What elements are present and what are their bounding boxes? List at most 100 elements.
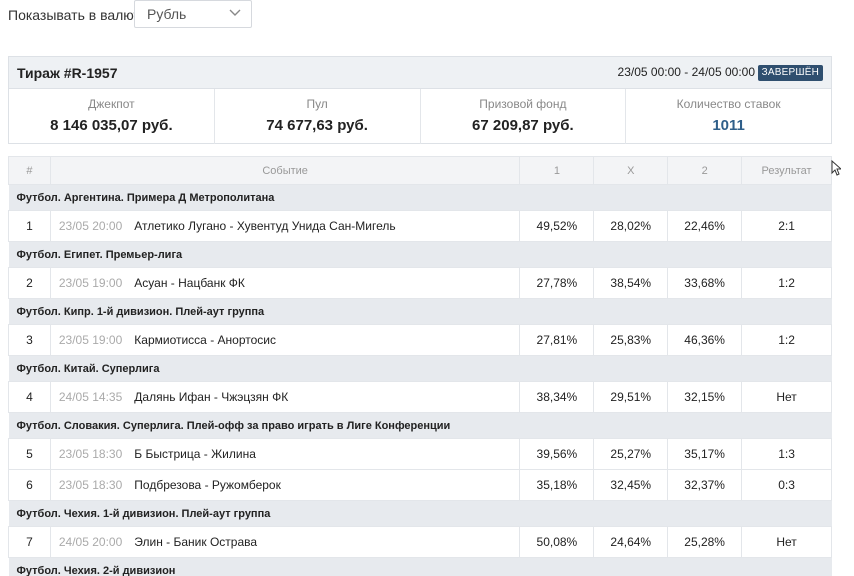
stat-label: Призовой фонд bbox=[479, 97, 567, 111]
prob-1: 49,52% bbox=[519, 210, 595, 242]
table-row: 6 23/05 18:30 Подбрезова - Ружомберок 35,18… bbox=[8, 469, 832, 501]
currency-select[interactable]: Рубль bbox=[134, 0, 252, 28]
group-title: Футбол. Китай. Суперлига bbox=[8, 355, 832, 382]
events-table: # Событие 1 X 2 Результат Футбол. Аргент… bbox=[8, 156, 832, 576]
prob-2: 22,46% bbox=[667, 210, 743, 242]
event-result: Нет bbox=[741, 526, 832, 558]
prob-x: 29,51% bbox=[593, 381, 669, 413]
event-cell: 24/05 20:00 Элин - Баник Острава bbox=[49, 526, 521, 558]
prob-2: 32,37% bbox=[667, 469, 743, 501]
events-body: Футбол. Аргентина. Примера Д Метрополита… bbox=[8, 184, 832, 576]
stat-label: Пул bbox=[306, 97, 328, 111]
prob-1: 27,81% bbox=[519, 324, 595, 356]
prob-2: 46,36% bbox=[667, 324, 743, 356]
prob-x: 24,64% bbox=[593, 526, 669, 558]
table-row: 4 24/05 14:35 Далянь Ифан - Чжэцзян ФК 38,3… bbox=[8, 381, 832, 413]
group-title: Футбол. Египет. Премьер-лига bbox=[8, 241, 832, 268]
event-time: 23/05 19:00 bbox=[58, 276, 123, 290]
event-name: Далянь Ифан - Чжэцзян ФК bbox=[134, 390, 289, 404]
col-2-header: 2 bbox=[667, 156, 743, 185]
status-badge: ЗАВЕРШЁН bbox=[757, 65, 823, 81]
event-time: 24/05 20:00 bbox=[58, 535, 123, 549]
mouse-cursor-icon bbox=[831, 160, 841, 176]
col-event-header: Событие bbox=[49, 156, 521, 185]
stat-label: Количество ставок bbox=[676, 97, 781, 111]
event-time: 23/05 19:00 bbox=[58, 333, 123, 347]
prob-1: 38,34% bbox=[519, 381, 595, 413]
event-num: 1 bbox=[8, 210, 51, 242]
event-name: Элин - Баник Острава bbox=[134, 535, 258, 549]
table-row: 2 23/05 19:00 Асуан - Нацбанк ФК 27,78% 38,5… bbox=[8, 267, 832, 299]
prob-x: 25,27% bbox=[593, 438, 669, 470]
col-1-header: 1 bbox=[519, 156, 595, 185]
currency-label: Показывать в валюте bbox=[8, 7, 148, 23]
prob-1: 27,78% bbox=[519, 267, 595, 299]
prob-1: 50,08% bbox=[519, 526, 595, 558]
event-time: 23/05 18:30 bbox=[58, 447, 123, 461]
event-cell: 23/05 19:00 Асуан - Нацбанк ФК bbox=[49, 267, 521, 299]
event-num: 6 bbox=[8, 469, 51, 501]
stat-value: 67 209,87 руб. bbox=[472, 117, 574, 134]
prob-1: 35,18% bbox=[519, 469, 595, 501]
event-num: 4 bbox=[8, 381, 51, 413]
prob-2: 25,28% bbox=[667, 526, 743, 558]
event-cell: 23/05 19:00 Кармиотисса - Анортосис bbox=[49, 324, 521, 356]
group-row: Футбол. Китай. Суперлига bbox=[8, 355, 832, 382]
draw-title: Тираж #R-1957 bbox=[17, 64, 118, 81]
event-result: 1:2 bbox=[741, 324, 832, 356]
prob-2: 32,15% bbox=[667, 381, 743, 413]
group-row: Футбол. Кипр. 1-й дивизион. Плей-аут гру… bbox=[8, 298, 832, 325]
prob-2: 33,68% bbox=[667, 267, 743, 299]
event-cell: 23/05 18:30 Б Быстрица - Жилина bbox=[49, 438, 521, 470]
currency-selected-value: Рубль bbox=[147, 6, 187, 22]
event-result: 2:1 bbox=[741, 210, 832, 242]
group-row: Футбол. Чехия. 1-й дивизион. Плей-аут гр… bbox=[8, 500, 832, 527]
prob-x: 32,45% bbox=[593, 469, 669, 501]
group-row: Футбол. Чехия. 2-й дивизион bbox=[8, 557, 832, 576]
prob-1: 39,56% bbox=[519, 438, 595, 470]
event-result: Нет bbox=[741, 381, 832, 413]
group-title: Футбол. Аргентина. Примера Д Метрополита… bbox=[8, 184, 832, 211]
prob-x: 38,54% bbox=[593, 267, 669, 299]
event-result: 1:3 bbox=[741, 438, 832, 470]
draw-stats: Джекпот 8 146 035,07 руб. Пул 74 677,63 … bbox=[9, 89, 831, 144]
group-title: Футбол. Чехия. 1-й дивизион. Плей-аут гр… bbox=[8, 500, 832, 527]
table-row: 1 23/05 20:00 Атлетико Лугано - Хувентуд У… bbox=[8, 210, 832, 242]
col-result-header: Результат bbox=[741, 156, 832, 185]
event-name: Кармиотисса - Анортосис bbox=[134, 333, 276, 347]
draw-card: Тираж #R-1957 23/05 00:00 - 24/05 00:00 … bbox=[8, 56, 832, 144]
event-name: Подбрезова - Ружомберок bbox=[134, 478, 281, 492]
prob-x: 25,83% bbox=[593, 324, 669, 356]
event-cell: 24/05 14:35 Далянь Ифан - Чжэцзян ФК bbox=[49, 381, 521, 413]
stat-prize-fund: Призовой фонд 67 209,87 руб. bbox=[421, 89, 627, 144]
table-row: 5 23/05 18:30 Б Быстрица - Жилина 39,56% 25,… bbox=[8, 438, 832, 470]
stat-label: Джекпот bbox=[88, 97, 135, 111]
draw-dates: 23/05 00:00 - 24/05 00:00 bbox=[617, 65, 755, 79]
group-title: Футбол. Словакия. Суперлига. Плей-офф за… bbox=[8, 412, 832, 439]
event-cell: 23/05 18:30 Подбрезова - Ружомберок bbox=[49, 469, 521, 501]
prob-2: 35,17% bbox=[667, 438, 743, 470]
table-header-row: # Событие 1 X 2 Результат bbox=[8, 156, 832, 185]
chevron-down-icon bbox=[229, 9, 241, 16]
group-title: Футбол. Чехия. 2-й дивизион bbox=[8, 557, 832, 576]
table-row: 7 24/05 20:00 Элин - Баник Острава 50,08% 24… bbox=[8, 526, 832, 558]
event-name: Асуан - Нацбанк ФК bbox=[134, 276, 245, 290]
stat-bet-count: Количество ставок 1011 bbox=[626, 89, 831, 144]
stat-value: 1011 bbox=[712, 117, 745, 134]
event-result: 1:2 bbox=[741, 267, 832, 299]
draw-header: Тираж #R-1957 23/05 00:00 - 24/05 00:00 … bbox=[9, 57, 831, 89]
event-num: 5 bbox=[8, 438, 51, 470]
event-time: 23/05 18:30 bbox=[58, 478, 123, 492]
col-x-header: X bbox=[593, 156, 669, 185]
stat-pool: Пул 74 677,63 руб. bbox=[215, 89, 421, 144]
stat-value: 8 146 035,07 руб. bbox=[50, 117, 173, 134]
prob-x: 28,02% bbox=[593, 210, 669, 242]
event-name: Атлетико Лугано - Хувентуд Унида Сан-Миг… bbox=[134, 219, 396, 233]
event-num: 7 bbox=[8, 526, 51, 558]
stat-value: 74 677,63 руб. bbox=[266, 117, 368, 134]
event-name: Б Быстрица - Жилина bbox=[134, 447, 256, 461]
event-time: 24/05 14:35 bbox=[58, 390, 123, 404]
group-title: Футбол. Кипр. 1-й дивизион. Плей-аут гру… bbox=[8, 298, 832, 325]
table-row: 3 23/05 19:00 Кармиотисса - Анортосис 27,81… bbox=[8, 324, 832, 356]
stat-jackpot: Джекпот 8 146 035,07 руб. bbox=[9, 89, 215, 144]
